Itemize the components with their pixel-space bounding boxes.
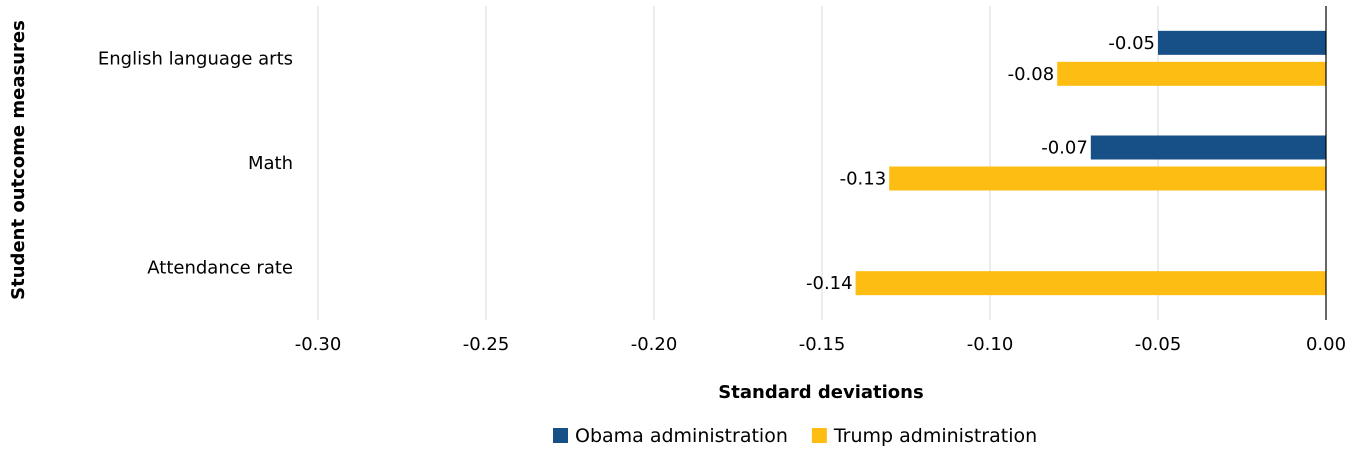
legend-label: Trump administration	[833, 425, 1037, 447]
x-tick-label: -0.15	[799, 334, 846, 355]
category-labels: English language arts Math Attendance rate	[98, 48, 293, 278]
data-labels: -0.05 -0.08 -0.07 -0.13 -0.14	[806, 33, 1155, 294]
data-label: -0.07	[1041, 138, 1088, 159]
data-label: -0.08	[1008, 64, 1055, 85]
data-label: -0.14	[806, 273, 853, 294]
legend-label: Obama administration	[575, 425, 788, 447]
bar	[1158, 30, 1326, 55]
bar	[889, 166, 1326, 191]
data-label: -0.13	[840, 169, 887, 190]
legend-swatch	[553, 428, 568, 443]
x-tick-label: -0.10	[967, 334, 1014, 355]
x-tick-label: -0.30	[295, 334, 342, 355]
legend-swatch	[811, 428, 827, 443]
gridlines	[317, 6, 1159, 320]
category-label: Attendance rate	[147, 258, 293, 279]
category-label: English language arts	[98, 48, 293, 69]
data-label: -0.05	[1108, 33, 1155, 54]
x-tick-label: 0.00	[1306, 334, 1346, 355]
y-axis-title: Student outcome measures	[8, 20, 29, 300]
x-tick-label: -0.20	[631, 334, 678, 355]
x-tick-label: -0.25	[463, 334, 510, 355]
bar	[1057, 61, 1326, 86]
x-axis-title: Standard deviations	[718, 382, 923, 403]
x-tick-label: -0.05	[1135, 334, 1182, 355]
legend: Obama administration Trump administration	[553, 425, 1037, 447]
bars	[855, 30, 1326, 296]
bar	[1090, 135, 1326, 160]
x-tick-labels: -0.30 -0.25 -0.20 -0.15 -0.10 -0.05 0.00	[295, 334, 1346, 355]
category-label: Math	[248, 153, 293, 174]
bar	[855, 271, 1326, 296]
